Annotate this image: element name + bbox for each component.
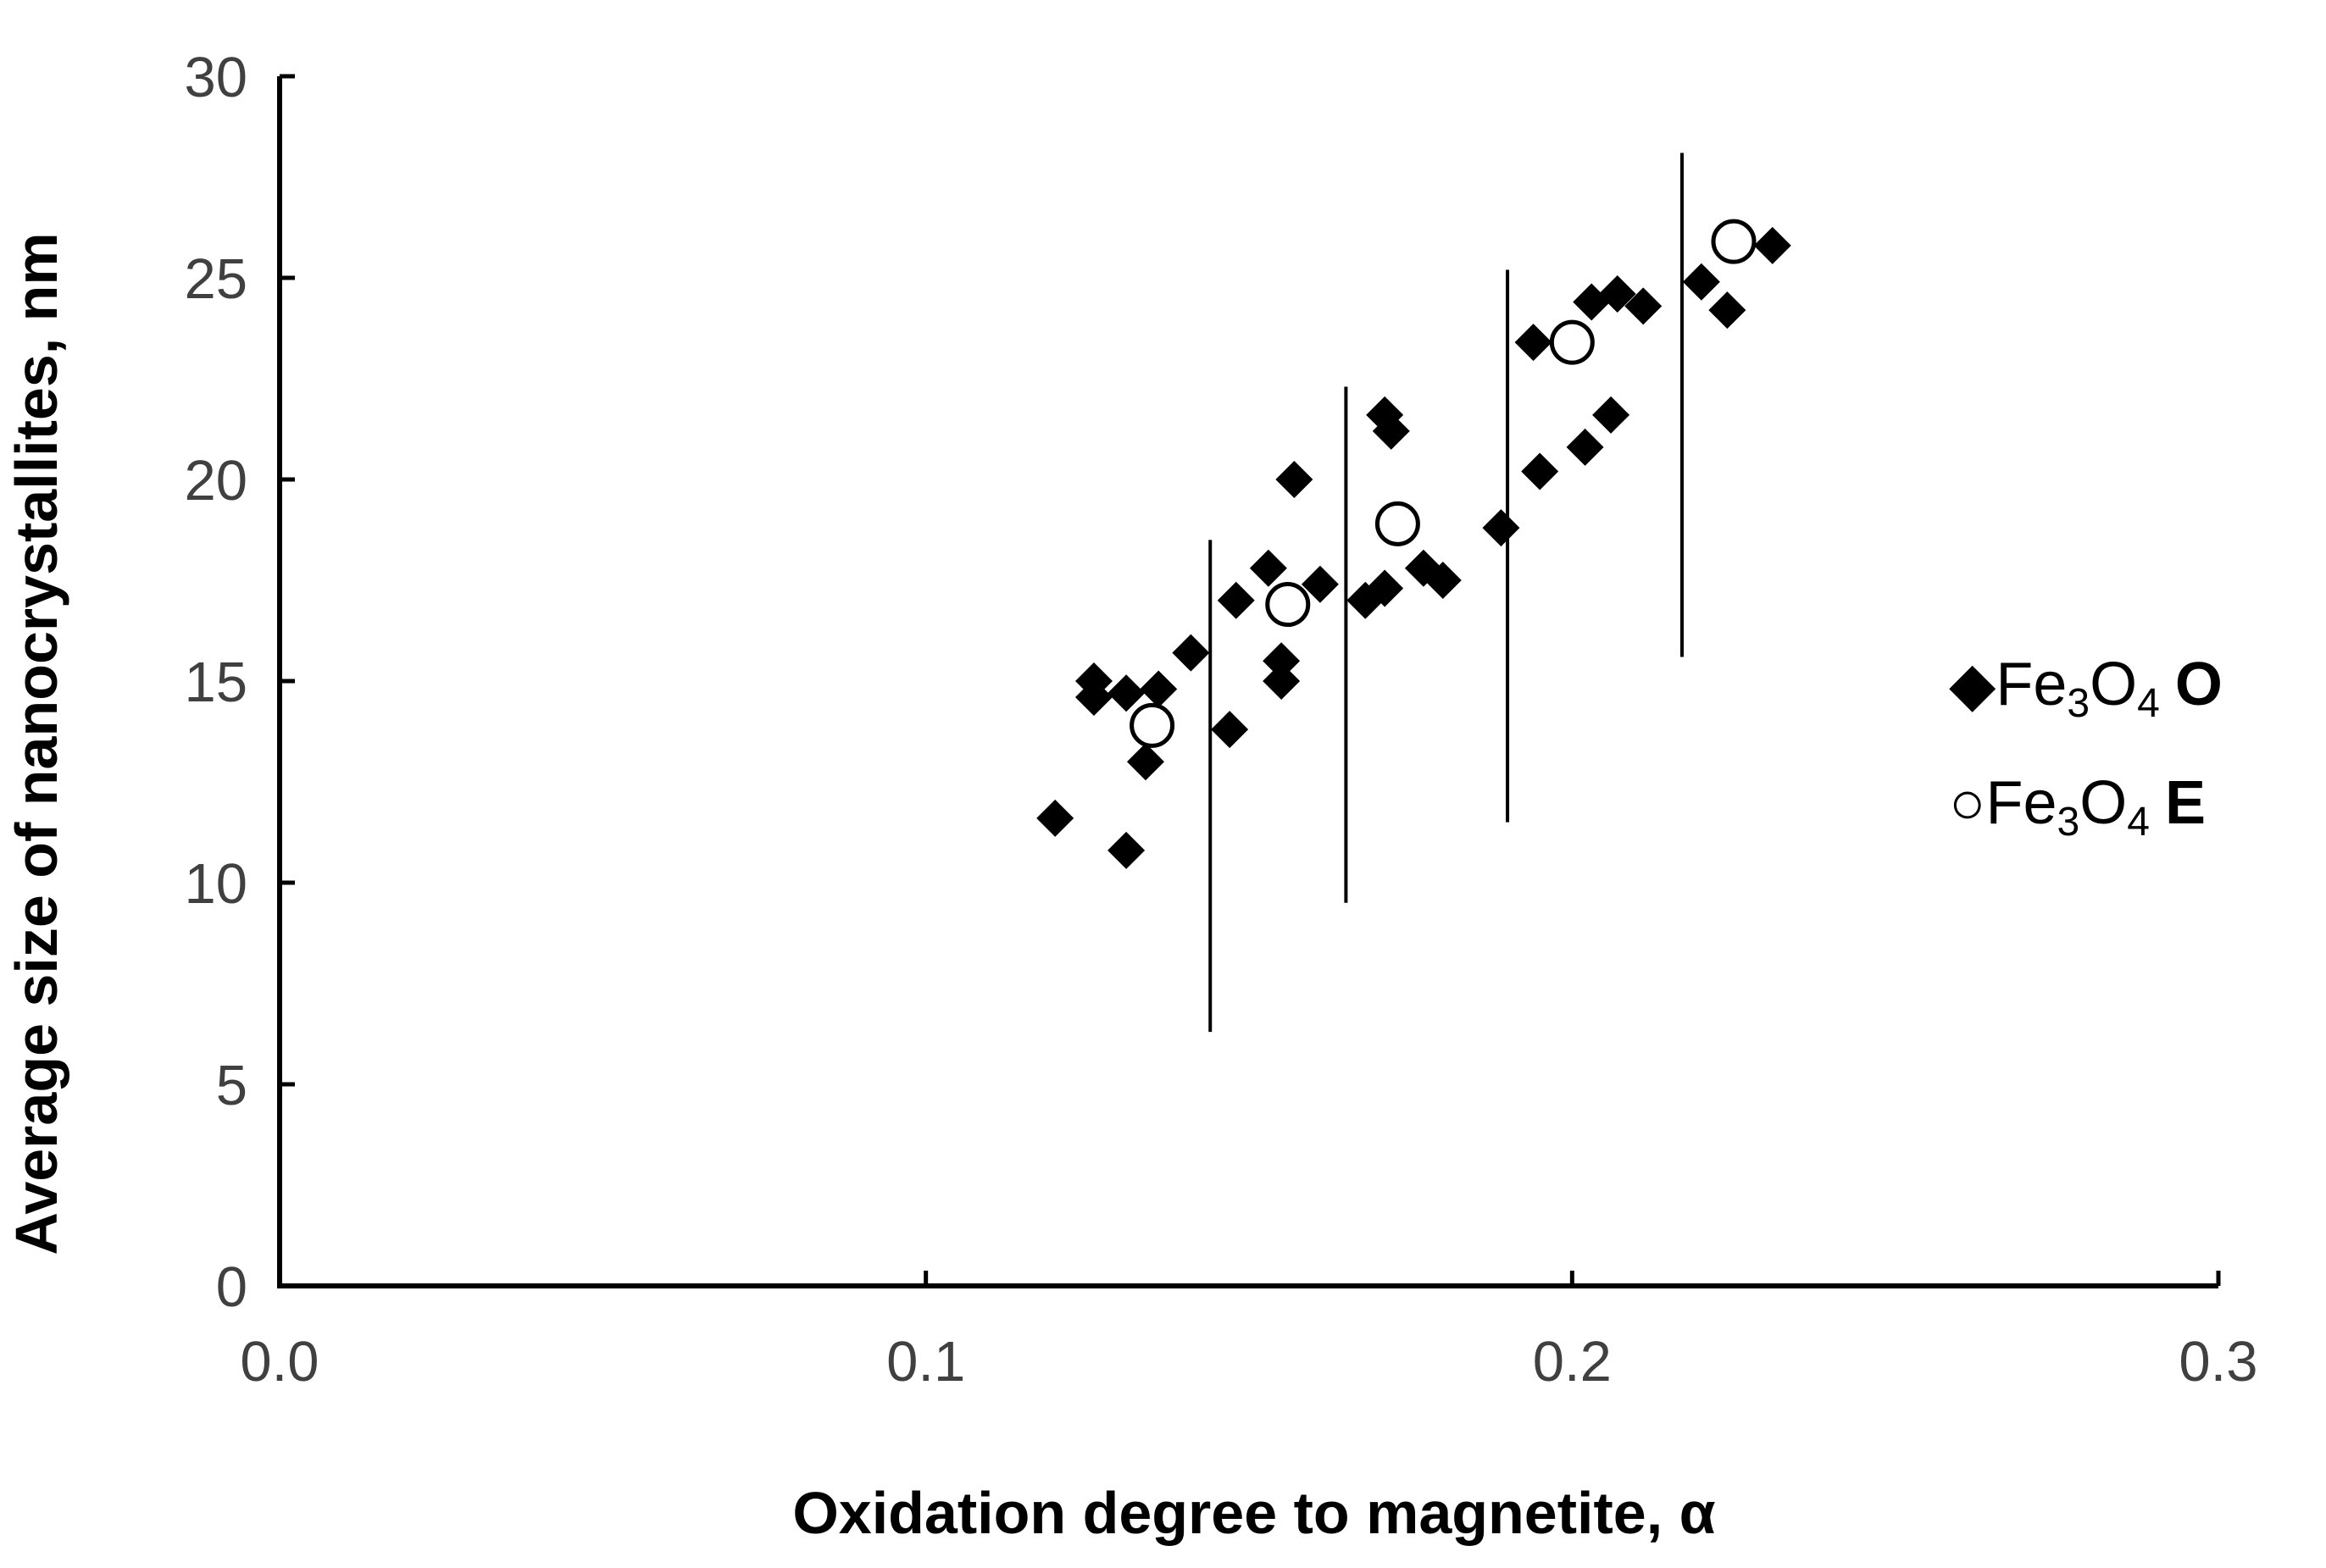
data-point-circle <box>1374 501 1420 546</box>
legend-label-o-sub1: 3 <box>2067 681 2090 726</box>
data-point-diamond <box>1249 549 1287 587</box>
data-point-diamond <box>1624 287 1663 325</box>
legend-entry-e: ○Fe3O4 E <box>1949 769 2206 845</box>
legend-label-e-tag: E <box>2165 769 2206 837</box>
legend-label-e-o: O <box>2079 769 2127 837</box>
data-point-diamond <box>1424 562 1462 599</box>
y-tick-label: 20 <box>184 449 247 513</box>
data-point-diamond <box>1036 799 1074 837</box>
data-point-circle <box>1549 319 1595 365</box>
data-point-diamond <box>1598 275 1636 313</box>
x-axis-title: Oxidation degree to magnetite, α <box>792 1480 1715 1546</box>
reference-lines <box>1208 152 1684 1033</box>
y-tick-label: 30 <box>184 46 247 109</box>
legend-label-o-tag: O <box>2175 651 2223 718</box>
data-point-diamond <box>1217 581 1255 619</box>
data-point-circle <box>1711 219 1757 264</box>
data-point-circle <box>1130 702 1175 748</box>
data-point-diamond <box>1107 831 1146 869</box>
data-point-diamond <box>1301 565 1339 603</box>
data-point-diamond <box>1521 452 1559 490</box>
x-tick-label: 0.0 <box>240 1330 319 1393</box>
x-tick-label: 0.2 <box>1533 1330 1612 1393</box>
data-point-diamond <box>1074 679 1113 717</box>
legend-label-e-fe: Fe <box>1986 769 2057 837</box>
y-tick-label: 10 <box>184 852 247 916</box>
data-point-diamond <box>1366 569 1404 607</box>
data-point-diamond <box>1592 396 1630 434</box>
legend-label-e-sub1: 3 <box>2057 800 2080 845</box>
data-point-diamond <box>1211 711 1249 749</box>
x-tick-label: 0.3 <box>2179 1330 2257 1393</box>
y-axis-title: Average size of nanocrystallites, nm <box>3 232 69 1255</box>
legend-marker-circle: ○ <box>1949 769 1986 837</box>
data-point-diamond <box>1275 461 1313 498</box>
axes: 0 5 10 15 20 25 30 0.0 0.1 0.2 0.3 <box>184 46 2257 1393</box>
legend-label-o-sub2: 4 <box>2137 681 2160 726</box>
x-tick-label: 0.1 <box>886 1330 965 1393</box>
data-point-diamond <box>1708 291 1746 330</box>
legend-label-o-fe: Fe <box>1996 651 2067 718</box>
legend-entry-o: ◆Fe3O4 O <box>1949 651 2223 726</box>
data-point-diamond <box>1682 263 1720 301</box>
y-tick-label: 5 <box>216 1054 247 1117</box>
data-point-diamond <box>1514 324 1552 362</box>
data-point-diamond <box>1263 642 1301 680</box>
data-point-diamond <box>1263 662 1301 700</box>
data-point-diamond <box>1107 674 1146 712</box>
data-point-diamond <box>1566 428 1604 466</box>
legend-label-o-o: O <box>2090 651 2137 718</box>
y-tick-label: 25 <box>184 247 247 311</box>
legend: ◆Fe3O4 O ○Fe3O4 E <box>1949 651 2223 845</box>
data-point-diamond <box>1753 226 1791 264</box>
data-point-diamond <box>1482 509 1520 547</box>
data-point-diamond <box>1140 670 1178 708</box>
y-tick-label: 0 <box>216 1255 247 1319</box>
data-point-circle <box>1265 582 1311 628</box>
data-point-diamond <box>1372 412 1410 450</box>
data-point-diamond <box>1126 743 1164 781</box>
legend-marker-diamond: ◆ <box>1949 651 1996 718</box>
data-points <box>1036 219 1791 869</box>
legend-label-e-sub2: 4 <box>2127 800 2150 845</box>
y-tick-label: 15 <box>184 651 247 714</box>
data-point-diamond <box>1172 634 1210 672</box>
